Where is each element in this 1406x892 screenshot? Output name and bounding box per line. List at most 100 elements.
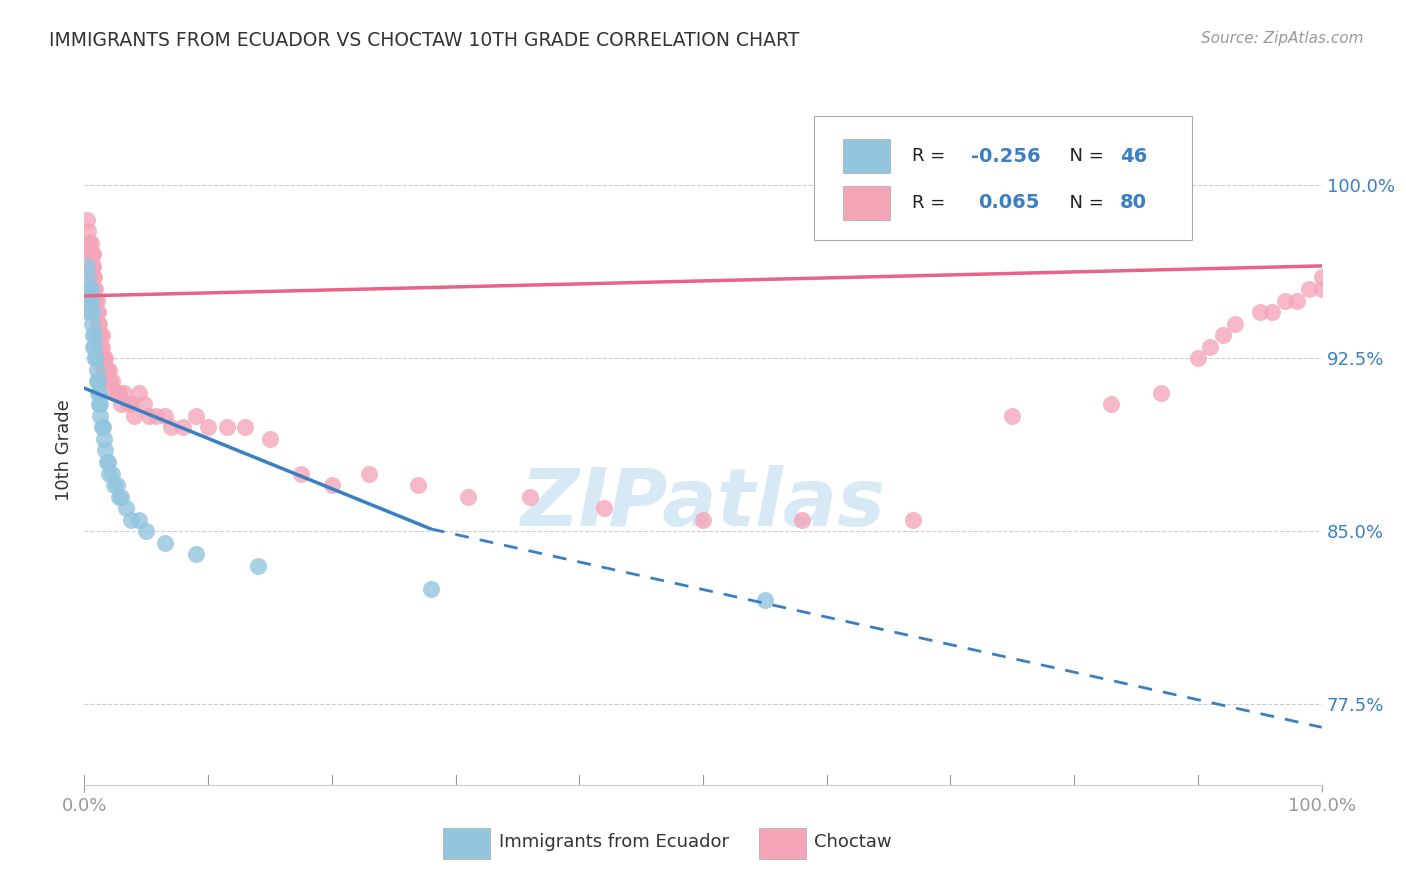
- Point: [77, 282, 100, 296]
- Text: 46: 46: [1121, 146, 1147, 166]
- Point: [79, 247, 101, 261]
- Point: [90, 340, 112, 354]
- Point: [93, 432, 115, 446]
- Point: [98, 467, 121, 481]
- Point: [135, 524, 157, 539]
- Point: [80, 305, 103, 319]
- Point: [1212, 328, 1234, 343]
- Point: [103, 385, 125, 400]
- Point: [122, 409, 145, 423]
- Point: [108, 385, 131, 400]
- Point: [117, 397, 139, 411]
- Point: [89, 409, 111, 423]
- Point: [105, 478, 128, 492]
- Bar: [842, 186, 890, 219]
- Point: [89, 397, 111, 411]
- Point: [97, 455, 120, 469]
- Point: [84, 351, 107, 366]
- Point: [79, 305, 101, 319]
- Point: [457, 490, 479, 504]
- Point: [519, 490, 541, 504]
- Point: [132, 397, 155, 411]
- Text: IMMIGRANTS FROM ECUADOR VS CHOCTAW 10TH GRADE CORRELATION CHART: IMMIGRANTS FROM ECUADOR VS CHOCTAW 10TH …: [49, 31, 800, 50]
- Point: [120, 397, 142, 411]
- Text: Source: ZipAtlas.com: Source: ZipAtlas.com: [1201, 31, 1364, 46]
- Point: [1274, 293, 1296, 308]
- Point: [233, 420, 256, 434]
- Point: [1249, 305, 1271, 319]
- Point: [89, 317, 111, 331]
- Point: [1310, 270, 1333, 285]
- Point: [80, 247, 103, 261]
- Point: [86, 362, 108, 376]
- Point: [83, 340, 105, 354]
- Point: [83, 328, 105, 343]
- Point: [91, 351, 114, 366]
- Point: [97, 374, 120, 388]
- Point: [128, 513, 150, 527]
- Point: [84, 351, 107, 366]
- Point: [82, 340, 104, 354]
- Point: [96, 455, 118, 469]
- Point: [87, 317, 110, 331]
- Point: [89, 328, 111, 343]
- Point: [86, 374, 108, 388]
- Point: [105, 385, 128, 400]
- Point: [1150, 385, 1173, 400]
- Point: [94, 362, 117, 376]
- Point: [89, 328, 111, 343]
- Point: [79, 235, 101, 250]
- Point: [100, 374, 122, 388]
- Point: [100, 467, 122, 481]
- Point: [172, 420, 194, 434]
- Point: [77, 235, 100, 250]
- Point: [82, 259, 104, 273]
- Point: [153, 535, 176, 549]
- Point: [76, 212, 98, 227]
- Point: [83, 282, 105, 296]
- Point: [246, 558, 269, 573]
- Text: R =: R =: [912, 147, 950, 165]
- Point: [1223, 317, 1246, 331]
- Point: [84, 293, 107, 308]
- Point: [79, 282, 101, 296]
- Point: [903, 513, 925, 527]
- Point: [94, 443, 117, 458]
- Point: [79, 235, 101, 250]
- Point: [160, 420, 183, 434]
- Point: [128, 385, 150, 400]
- Point: [115, 501, 138, 516]
- Point: [83, 270, 105, 285]
- Point: [76, 259, 98, 273]
- Point: [1310, 282, 1333, 296]
- Point: [83, 293, 105, 308]
- Text: 80: 80: [1121, 194, 1147, 212]
- Point: [1199, 340, 1222, 354]
- Bar: [443, 829, 491, 858]
- Text: 0.065: 0.065: [977, 194, 1039, 212]
- Point: [79, 293, 101, 308]
- Point: [184, 409, 207, 423]
- Point: [80, 317, 103, 331]
- Point: [1298, 282, 1320, 296]
- Point: [82, 270, 104, 285]
- Point: [1187, 351, 1209, 366]
- Point: [98, 362, 121, 376]
- Point: [408, 478, 430, 492]
- Point: [184, 547, 207, 561]
- Text: N =: N =: [1059, 147, 1109, 165]
- Point: [112, 385, 135, 400]
- Point: [96, 362, 118, 376]
- Point: [84, 282, 107, 296]
- Point: [89, 340, 111, 354]
- Point: [91, 362, 114, 376]
- Point: [145, 409, 167, 423]
- Point: [153, 409, 176, 423]
- Point: [94, 351, 117, 366]
- Point: [86, 305, 108, 319]
- Point: [87, 385, 110, 400]
- Point: [419, 582, 441, 596]
- Bar: [842, 139, 890, 173]
- Point: [87, 374, 110, 388]
- Point: [321, 478, 343, 492]
